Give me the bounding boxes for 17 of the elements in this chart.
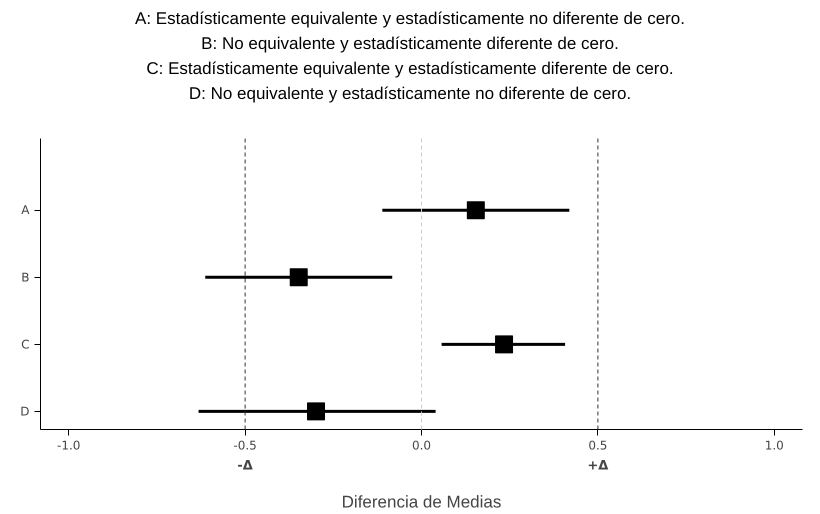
ref-line-label: -Δ [237, 458, 253, 474]
y-tick-label: A [21, 203, 30, 218]
x-tick-label: -0.5 [233, 438, 257, 452]
point [290, 268, 308, 286]
point [307, 402, 326, 420]
ref-line-label: +Δ [587, 458, 608, 474]
y-tick-label: D [20, 404, 30, 418]
chart-title: A: Estadísticamente equivalente y estadísticamente no diferente de cero. B: No equivalente y estadísticamente diferente de cero. C: Estadísticamente equivalente y estadísticamente diferente de cero. D: No equivalente y estadísticamente no diferente de cero. [135, 8, 685, 105]
x-tick-label: 1.0 [764, 438, 784, 452]
point [495, 335, 514, 354]
point [466, 201, 485, 220]
x-tick-label: 0.5 [588, 438, 608, 452]
x-tick-label: 0.0 [412, 438, 432, 452]
x-tick-label: -1.0 [57, 438, 80, 452]
y-tick-label: C [21, 337, 30, 352]
y-tick-label: B [21, 270, 30, 284]
x-axis-title: Diferencia de Medias [342, 492, 502, 512]
